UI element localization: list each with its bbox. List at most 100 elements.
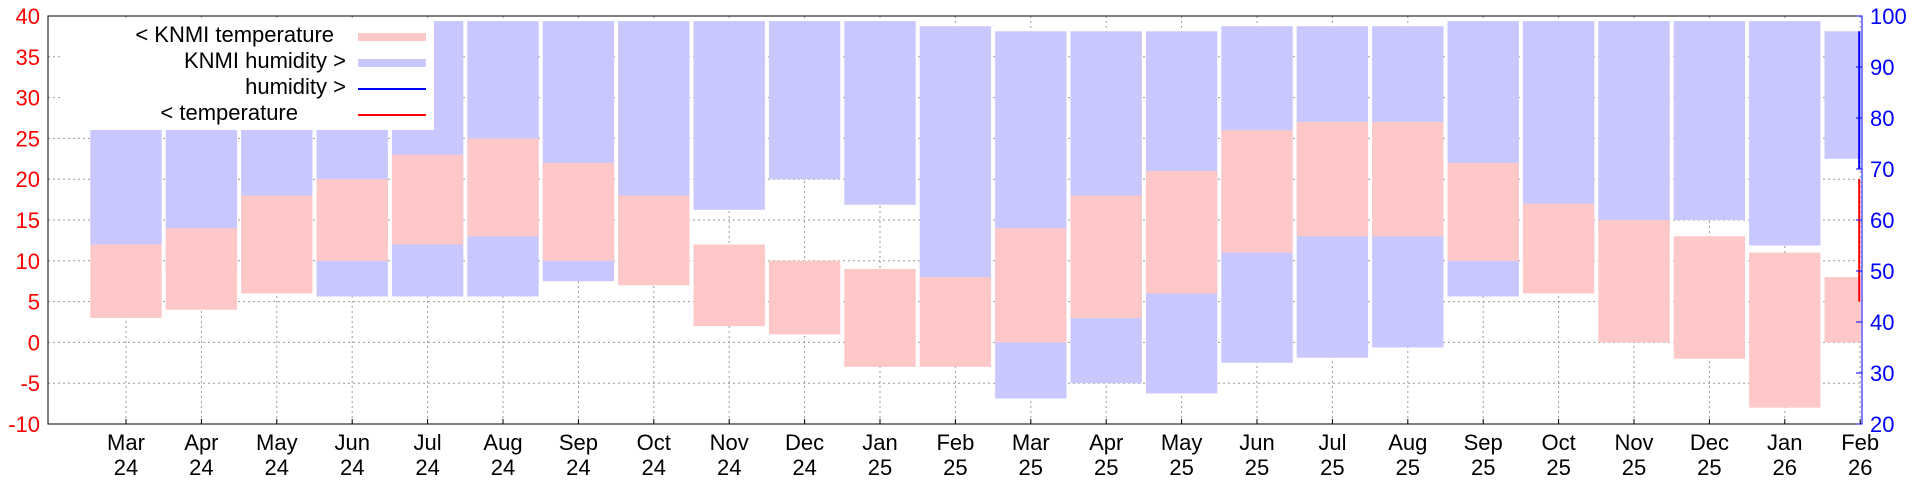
knmi-temperature-bar: [90, 244, 162, 318]
x-tick-month-label: Mar: [107, 430, 145, 455]
knmi-temperature-series: [90, 122, 1861, 408]
knmi-temperature-bar: [1145, 171, 1218, 294]
x-tick-month-label: Oct: [637, 430, 671, 455]
x-tick-year-label: 24: [114, 455, 138, 480]
x-tick-year-label: 25: [1019, 455, 1043, 480]
x-tick-year-label: 24: [491, 455, 515, 480]
knmi-temperature-bar: [1598, 220, 1670, 343]
knmi-temperature-bar: [618, 195, 690, 286]
y-right-tick-label: 80: [1870, 106, 1894, 131]
knmi-temperature-bar: [1824, 277, 1861, 343]
knmi-humidity-bar: [693, 21, 765, 210]
knmi-temperature-bar: [1673, 236, 1746, 359]
y-right-tick-label: 30: [1870, 361, 1894, 386]
x-tick-year-label: 25: [1697, 455, 1721, 480]
y-left-tick-label: 35: [16, 45, 40, 70]
x-tick-year-label: 24: [642, 455, 666, 480]
x-tick-month-label: Jan: [862, 430, 897, 455]
knmi-temperature-bar: [919, 277, 992, 367]
legend-label-knmi-temperature: < KNMI temperature: [135, 22, 334, 47]
y-left-tick-label: 0: [28, 330, 40, 355]
knmi-temperature-bar: [1522, 203, 1595, 294]
x-tick-year-label: 26: [1773, 455, 1797, 480]
knmi-temperature-bar: [844, 268, 916, 367]
x-tick-year-label: 25: [943, 455, 967, 480]
x-tick-year-label: 25: [1320, 455, 1344, 480]
knmi-temperature-bar: [1070, 195, 1142, 318]
y-right-tick-label: 40: [1870, 310, 1894, 335]
knmi-humidity-bar: [844, 21, 916, 205]
x-tick-year-label: 24: [189, 455, 213, 480]
x-tick-month-label: Sep: [1464, 430, 1503, 455]
x-tick-month-label: Feb: [936, 430, 974, 455]
x-tick-month-label: Feb: [1841, 430, 1879, 455]
x-tick-month-label: Jul: [414, 430, 442, 455]
legend-swatch-knmi-temperature: [358, 33, 426, 41]
knmi-temperature-bar: [391, 154, 464, 245]
knmi-temperature-bar: [241, 195, 313, 294]
x-tick-year-label: 25: [1245, 455, 1269, 480]
knmi-humidity-bar: [768, 21, 841, 180]
y-right-tick-label: 60: [1870, 208, 1894, 233]
x-tick-month-label: Dec: [785, 430, 824, 455]
y-right-tick-label: 50: [1870, 259, 1894, 284]
x-tick-year-label: 24: [340, 455, 364, 480]
x-tick-year-label: 24: [566, 455, 590, 480]
y-left-tick-label: 40: [16, 4, 40, 29]
x-tick-year-label: 25: [1094, 455, 1118, 480]
y-left-tick-label: 30: [16, 86, 40, 111]
y-right-tick-label: 70: [1870, 157, 1894, 182]
x-tick-month-label: Jun: [334, 430, 369, 455]
humidity-bar: [1858, 31, 1861, 169]
knmi-temperature-bar: [1221, 130, 1293, 253]
knmi-temperature-bar: [316, 179, 388, 261]
x-tick-month-label: Apr: [1089, 430, 1123, 455]
knmi-temperature-bar: [1296, 122, 1369, 237]
legend: < KNMI temperature KNMI humidity > humid…: [62, 20, 434, 130]
y-left-tick-label: -10: [8, 412, 40, 437]
y-left-tick-label: 20: [16, 167, 40, 192]
y-left-tick-label: 25: [16, 126, 40, 151]
y-right-tick-label: 90: [1870, 55, 1894, 80]
station-series: [1858, 31, 1861, 302]
knmi-temperature-bar: [995, 228, 1067, 343]
legend-label-humidity: humidity >: [245, 74, 346, 99]
x-tick-month-label: Dec: [1690, 430, 1729, 455]
x-tick-year-label: 25: [1546, 455, 1570, 480]
x-tick-year-label: 25: [1396, 455, 1420, 480]
y-left-tick-label: 5: [28, 290, 40, 315]
knmi-temperature-bar: [467, 138, 539, 237]
knmi-humidity-bar: [919, 26, 992, 297]
x-tick-year-label: 26: [1848, 455, 1872, 480]
x-tick-month-label: Jun: [1239, 430, 1274, 455]
x-tick-month-label: Sep: [559, 430, 598, 455]
x-tick-month-label: May: [1161, 430, 1203, 455]
legend-swatch-knmi-humidity: [358, 59, 426, 67]
legend-label-temperature: < temperature: [160, 100, 298, 125]
y-left-tick-label: 10: [16, 249, 40, 274]
x-tick-month-label: Apr: [184, 430, 218, 455]
y-axis-right-humidity: 20 30 40 50 60 70 80 90 100: [1856, 4, 1907, 437]
x-tick-month-label: Jan: [1767, 430, 1802, 455]
knmi-humidity-bar: [1673, 21, 1746, 220]
y-axis-left-temperature: -10 -5 0 5 10 15 20 25 30 35 40: [8, 4, 40, 437]
x-tick-month-label: Oct: [1541, 430, 1575, 455]
knmi-temperature-bar: [1372, 122, 1444, 237]
x-tick-year-label: 24: [717, 455, 741, 480]
x-tick-year-label: 24: [265, 455, 289, 480]
temperature-bar: [1858, 179, 1861, 302]
x-tick-year-label: 25: [868, 455, 892, 480]
x-tick-month-label: Jul: [1318, 430, 1346, 455]
x-axis-months: Mar24Apr24May24Jun24Jul24Aug24Sep24Oct24…: [107, 419, 1879, 480]
x-tick-month-label: May: [256, 430, 298, 455]
y-right-tick-label: 20: [1870, 412, 1894, 437]
knmi-temperature-bar: [165, 228, 238, 310]
knmi-humidity-bar: [1598, 21, 1670, 231]
legend-label-knmi-humidity: KNMI humidity >: [184, 48, 346, 73]
legend-swatch-humidity: [358, 88, 426, 90]
y-right-tick-label: 100: [1870, 4, 1907, 29]
x-tick-year-label: 25: [1622, 455, 1646, 480]
knmi-temperature-bar: [542, 162, 615, 261]
x-tick-month-label: Nov: [1614, 430, 1653, 455]
